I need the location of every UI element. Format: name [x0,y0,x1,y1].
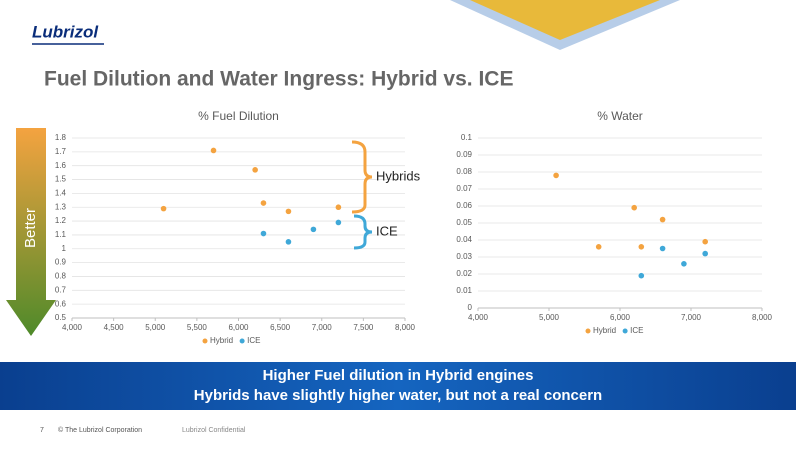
y-tick-label: 1 [62,244,67,253]
corner-image [470,0,660,40]
y-tick-label: 0.1 [461,133,473,142]
legend-label: ICE [630,326,643,335]
banner-line: Higher Fuel dilution in Hybrid engines [263,367,534,384]
x-tick-label: 5,500 [187,323,208,332]
x-tick-label: 7,000 [312,323,333,332]
y-tick-label: 1.8 [55,133,67,142]
data-point [553,172,559,179]
data-point [638,272,645,279]
legend-marker [202,338,208,344]
y-tick-label: 0.07 [456,184,472,193]
data-point [659,245,666,252]
y-tick-label: 1.4 [55,188,67,197]
y-tick-label: 0.8 [55,272,67,281]
y-tick-label: 0.04 [456,235,472,244]
legend-marker [585,328,591,334]
y-tick-label: 1.5 [55,175,67,184]
y-tick-label: 1.6 [55,161,67,170]
data-point [285,239,292,245]
x-tick-label: 6,000 [610,313,631,322]
annotation: ICE [376,223,398,238]
data-point [631,204,637,211]
data-point [285,208,292,215]
hybrids-bracket [351,140,373,214]
y-tick-label: 0.5 [55,313,67,322]
x-tick-label: 8,000 [752,313,773,322]
y-tick-label: 0.7 [55,285,67,294]
arrow-label: Better [22,208,39,248]
slide-title: Fuel Dilution and Water Ingress: Hybrid … [44,68,513,91]
chart-title: % Water [597,109,643,123]
banner-line: Hybrids have slightly higher water, but … [194,387,602,404]
charts: % Fuel Dilution 0.5 0.6 0.7 0.8 0.9 1 1.1 1.2 1.3… [55,109,773,345]
x-tick-label: 4,000 [62,323,83,332]
legend-marker [239,338,245,344]
y-tick-label: 0.06 [456,201,472,210]
y-tick-label: 1.2 [55,216,67,225]
legend-marker [622,328,628,334]
x-tick-label: 6,000 [228,323,249,332]
data-point [310,226,317,233]
y-tick-label: 1.7 [55,147,67,156]
data-point [638,244,645,250]
x-tick-label: 7,000 [681,313,702,322]
x-tick-label: 6,500 [270,323,291,332]
y-tick-label: 0.08 [456,167,472,176]
legend-label: ICE [247,336,260,345]
data-point [252,167,258,173]
y-tick-label: 1.3 [55,202,67,211]
banner [0,362,796,410]
chart-title: % Fuel Dilution [198,109,279,123]
x-tick-label: 8,000 [395,323,416,332]
y-tick-label: 0 [468,303,473,312]
data-point [260,230,267,237]
y-tick-label: 0.05 [456,218,472,227]
x-tick-label: 5,000 [145,323,166,332]
better-arrow [6,128,56,336]
data-point [210,147,217,154]
x-tick-label: 4,500 [104,323,125,332]
page-number: 7 [40,427,44,434]
data-point [681,261,687,267]
legend-label: Hybrid [210,336,233,345]
data-point [659,216,666,223]
x-tick-label: 5,000 [539,313,560,322]
logo: Lubrizol [32,22,99,41]
y-tick-label: 1.1 [55,230,67,239]
x-tick-label: 7,500 [353,323,374,332]
ice-bracket [353,214,373,250]
data-point [160,205,167,212]
confidential: Lubrizol Confidential [182,427,246,434]
data-point [702,250,708,257]
data-point [702,238,708,245]
data-point [260,200,267,206]
y-tick-label: 0.9 [55,258,67,267]
y-tick-label: 0.6 [55,299,67,308]
copyright: © The Lubrizol Corporation [58,426,142,434]
legend-label: Hybrid [593,326,616,335]
data-point [595,244,602,250]
y-tick-label: 0.02 [456,269,472,278]
data-point [335,219,342,226]
y-tick-label: 0.09 [456,150,472,159]
annotation: Hybrids [376,168,421,183]
data-point [335,204,342,211]
x-tick-label: 4,000 [468,313,489,322]
y-tick-label: 0.01 [456,286,472,295]
y-tick-label: 0.03 [456,252,472,261]
